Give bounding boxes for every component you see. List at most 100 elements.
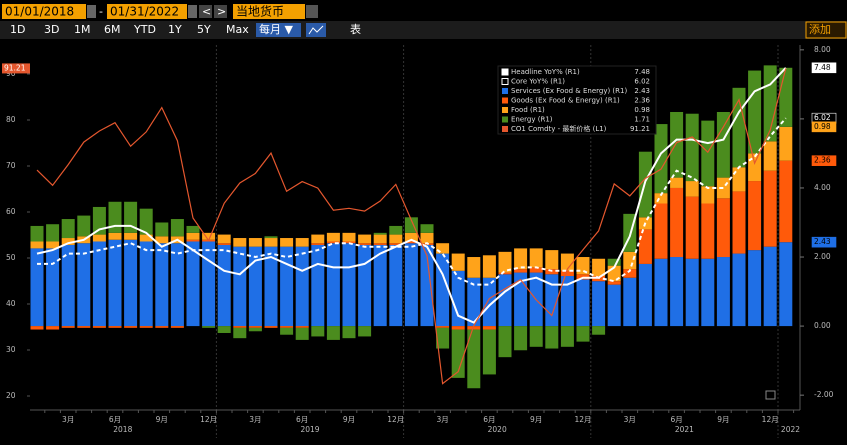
next-button[interactable] bbox=[214, 5, 227, 18]
start-date-input[interactable] bbox=[2, 4, 86, 19]
bar-segment bbox=[716, 257, 730, 327]
range-button[interactable]: 6M bbox=[104, 23, 121, 36]
table-button[interactable]: 表 bbox=[350, 22, 361, 36]
value-tag-label: 2.43 bbox=[814, 237, 831, 246]
x-tick-label: 12月 bbox=[387, 415, 404, 424]
bar-segment bbox=[61, 326, 75, 328]
bar-segment bbox=[701, 203, 715, 259]
bar-segment bbox=[779, 160, 793, 243]
chart-icon bbox=[308, 25, 324, 35]
bar-segment bbox=[467, 277, 481, 327]
bar-segment bbox=[498, 272, 512, 275]
legend-label: Food (R1) bbox=[511, 106, 545, 114]
range-button[interactable]: 5Y bbox=[197, 23, 211, 36]
bar-segment bbox=[467, 326, 481, 330]
bar-segment bbox=[202, 326, 216, 328]
calendar-icon[interactable] bbox=[188, 5, 197, 18]
bar-segment bbox=[451, 329, 465, 378]
bar-segment bbox=[326, 241, 340, 244]
bar-segment bbox=[732, 167, 746, 192]
y-tick-label: 50 bbox=[6, 253, 16, 262]
x-tick-label: 12月 bbox=[574, 415, 591, 424]
bar-segment bbox=[716, 111, 730, 178]
bar-segment bbox=[358, 244, 372, 327]
x-tick-label: 6月 bbox=[483, 415, 495, 424]
bar-segment bbox=[77, 215, 91, 237]
bar-segment bbox=[92, 326, 106, 328]
bar-segment bbox=[404, 243, 418, 327]
bar-segment bbox=[124, 232, 138, 240]
bar-segment bbox=[358, 326, 372, 337]
chart-icon-button[interactable] bbox=[306, 23, 326, 37]
bar-segment bbox=[342, 326, 356, 339]
bar-segment bbox=[248, 326, 262, 328]
bar-segment bbox=[529, 248, 543, 268]
end-date-input[interactable] bbox=[107, 4, 187, 19]
range-button[interactable]: 3D bbox=[44, 23, 59, 36]
y-tick-label: 80 bbox=[6, 115, 16, 124]
add-button[interactable] bbox=[805, 21, 847, 39]
bar-segment bbox=[373, 234, 387, 244]
bar-segment bbox=[654, 124, 668, 194]
range-button[interactable]: Max bbox=[226, 23, 249, 36]
bar-segment bbox=[716, 177, 730, 199]
bar-segment bbox=[685, 196, 699, 259]
bar-segment bbox=[233, 326, 247, 328]
bar-segment bbox=[61, 244, 75, 327]
y-tick-label: 30 bbox=[6, 345, 16, 354]
bar-segment bbox=[108, 232, 122, 240]
bar-segment bbox=[186, 239, 200, 242]
bar-segment bbox=[30, 241, 44, 249]
bar-segment bbox=[233, 246, 247, 327]
chart: 2030405060708090-2.000.002.004.006.008.0… bbox=[2, 45, 837, 438]
x-tick-label: 12月 bbox=[762, 415, 779, 424]
bar-segment bbox=[170, 243, 184, 327]
bar-segment bbox=[233, 238, 247, 247]
bar-segment bbox=[373, 232, 387, 235]
line-series bbox=[36, 67, 787, 324]
bar-segment bbox=[560, 253, 574, 271]
settings-icon[interactable] bbox=[765, 390, 776, 400]
bar-segment bbox=[498, 326, 512, 358]
bar-segment bbox=[217, 234, 231, 244]
y2-tick-label: 4.00 bbox=[814, 183, 831, 192]
bar-segment bbox=[389, 225, 403, 235]
bar-segment bbox=[654, 258, 668, 327]
bar-segment bbox=[280, 327, 294, 335]
y2-tick-label: 0.00 bbox=[814, 321, 831, 330]
bar-segment bbox=[701, 120, 715, 187]
bar-segment bbox=[326, 232, 340, 242]
range-button[interactable]: YTD bbox=[133, 23, 156, 36]
bar-segment bbox=[451, 326, 465, 330]
bar-segment bbox=[248, 327, 262, 332]
legend-label: Services (Ex Food & Energy) (R1) bbox=[511, 87, 627, 95]
currency-input[interactable] bbox=[233, 4, 305, 19]
bar-segment bbox=[529, 326, 543, 347]
legend-swatch bbox=[502, 88, 508, 94]
bar-segment bbox=[311, 326, 325, 337]
bar-segment bbox=[482, 277, 496, 327]
legend-value: 2.43 bbox=[634, 87, 650, 95]
frequency-select[interactable] bbox=[256, 23, 301, 37]
bar-segment bbox=[46, 241, 60, 249]
bar-segment bbox=[139, 208, 153, 235]
prev-button[interactable] bbox=[199, 5, 212, 18]
year-label: 2020 bbox=[488, 425, 507, 434]
range-button[interactable]: 1M bbox=[74, 23, 91, 36]
legend-label: Energy (R1) bbox=[511, 116, 553, 124]
range-button[interactable]: 1Y bbox=[168, 23, 182, 36]
range-button[interactable]: 1D bbox=[10, 23, 25, 36]
range-buttons: 1D 3D 1M 6M YTD 1Y 5Y Max bbox=[10, 23, 249, 36]
line-series bbox=[37, 117, 787, 286]
y-tick-label: 90 bbox=[6, 69, 16, 78]
value-tag-label: 7.48 bbox=[814, 63, 831, 72]
bar-segment bbox=[436, 327, 450, 349]
bar-segment bbox=[592, 258, 606, 277]
calendar-icon[interactable] bbox=[87, 5, 96, 18]
currency-dropdown[interactable] bbox=[306, 5, 318, 18]
legend-value: 0.98 bbox=[634, 106, 650, 114]
legend-label: Goods (Ex Food & Energy) (R1) bbox=[511, 97, 620, 105]
bar-segment bbox=[342, 243, 356, 327]
x-tick-label: 9月 bbox=[156, 415, 168, 424]
